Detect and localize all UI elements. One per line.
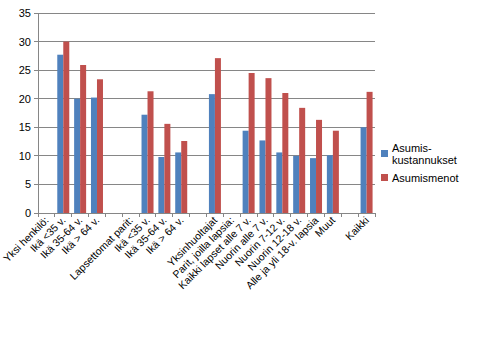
bar: [259, 140, 265, 213]
x-tick: [257, 213, 258, 217]
grid-line: [38, 13, 375, 14]
y-tick-label: 30: [19, 36, 31, 48]
bar: [265, 78, 271, 213]
grid-line: [38, 70, 375, 71]
y-tick-label: 20: [19, 93, 31, 105]
x-tick: [139, 213, 140, 217]
y-tick: [34, 127, 38, 128]
legend-label-line: Asumis-: [392, 142, 432, 154]
legend-label: Asumis-kustannukset: [392, 142, 457, 166]
bar: [367, 92, 373, 213]
bar: [142, 115, 148, 213]
y-tick: [34, 155, 38, 156]
x-tick: [122, 213, 123, 217]
y-tick: [34, 213, 38, 214]
x-tick: [358, 213, 359, 217]
grid-line: [38, 184, 375, 185]
x-tick: [375, 213, 376, 217]
x-tick: [71, 213, 72, 217]
grid-line: [38, 127, 375, 128]
x-tick: [240, 213, 241, 217]
bar: [91, 98, 97, 213]
y-tick: [34, 184, 38, 185]
bar: [361, 127, 367, 213]
bar: [243, 131, 249, 213]
bar: [316, 120, 322, 213]
x-tick: [206, 213, 207, 217]
y-tick-label: 10: [19, 150, 31, 162]
x-tick: [223, 213, 224, 217]
bar: [327, 155, 333, 213]
bar: [293, 156, 299, 213]
x-tick: [290, 213, 291, 217]
x-tick: [88, 213, 89, 217]
x-tick: [172, 213, 173, 217]
chart: 05101520253035Yksi henkilö:Ikä <35 v.Ikä…: [0, 0, 484, 342]
y-tick: [34, 41, 38, 42]
bar: [97, 79, 103, 213]
legend-label: Asumismenot: [392, 172, 459, 184]
y-tick-label: 25: [19, 64, 31, 76]
y-axis: [38, 13, 39, 213]
y-tick: [34, 70, 38, 71]
bar: [63, 42, 69, 213]
y-tick-label: 15: [19, 121, 31, 133]
x-tick-label: Alle ja yli 18-v. lapsia: [243, 214, 320, 291]
bar: [333, 131, 339, 213]
x-tick: [189, 213, 190, 217]
grid-line: [38, 98, 375, 99]
bar: [74, 99, 80, 213]
bar: [299, 108, 305, 213]
grid-line: [38, 155, 375, 156]
bar: [80, 65, 86, 213]
y-tick-label: 5: [25, 178, 31, 190]
bar: [249, 73, 255, 213]
bar: [276, 152, 282, 213]
y-tick: [34, 98, 38, 99]
bar: [164, 124, 170, 213]
bar: [175, 152, 181, 213]
x-tick: [324, 213, 325, 217]
legend-label-line: Asumismenot: [392, 172, 459, 184]
bar: [148, 91, 154, 213]
bar: [209, 94, 215, 213]
x-tick: [273, 213, 274, 217]
legend-swatch: [381, 174, 388, 181]
x-tick: [307, 213, 308, 217]
x-tick-label: Kaikki: [343, 214, 371, 242]
y-tick-label: 35: [19, 7, 31, 19]
bar: [282, 93, 288, 213]
x-tick: [105, 213, 106, 217]
bar: [310, 158, 316, 213]
y-tick: [34, 13, 38, 14]
bar: [181, 141, 187, 213]
legend-swatch: [381, 150, 388, 157]
bars: [57, 42, 372, 213]
bar: [57, 55, 63, 213]
y-tick-label: 0: [25, 207, 31, 219]
x-tick: [155, 213, 156, 217]
x-tick-label: Muut: [312, 214, 337, 239]
bar: [215, 58, 221, 213]
x-tick: [54, 213, 55, 217]
x-tick: [38, 213, 39, 217]
x-tick: [341, 213, 342, 217]
bar: [158, 157, 164, 213]
legend-label-line: kustannukset: [392, 154, 457, 166]
grid-line: [38, 41, 375, 42]
